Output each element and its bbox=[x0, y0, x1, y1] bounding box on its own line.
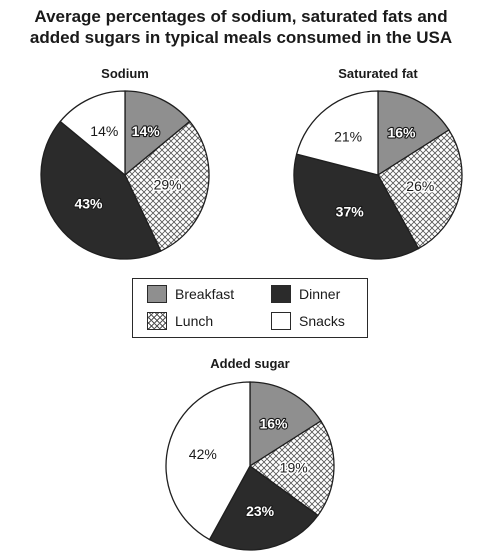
pie-slice-snacks bbox=[165, 381, 251, 541]
slice-label-breakfast: 16% bbox=[259, 415, 288, 431]
pie-slice-dinner bbox=[293, 153, 420, 260]
slice-label-lunch: 26% bbox=[406, 178, 434, 194]
dinner-swatch bbox=[271, 285, 291, 303]
legend-item-dinner: Dinner bbox=[271, 285, 340, 303]
legend: Breakfast Dinner Lunch Snacks bbox=[132, 278, 368, 338]
legend-label: Snacks bbox=[299, 313, 345, 329]
legend-item-snacks: Snacks bbox=[271, 312, 345, 330]
legend-item-lunch: Lunch bbox=[147, 312, 213, 330]
pie-slice-lunch bbox=[377, 129, 463, 250]
slice-label-dinner: 23% bbox=[246, 503, 275, 519]
slice-label-snacks: 14% bbox=[90, 123, 118, 139]
slice-label-snacks: 42% bbox=[189, 446, 217, 462]
slice-label-breakfast: 14% bbox=[132, 123, 161, 139]
slice-label-snacks: 21% bbox=[334, 129, 362, 145]
slice-label-lunch: 19% bbox=[280, 459, 308, 475]
legend-label: Lunch bbox=[175, 313, 214, 329]
pie-slice-dinner bbox=[40, 120, 162, 260]
pie-slice-breakfast bbox=[124, 90, 191, 177]
legend-label: Breakfast bbox=[175, 286, 235, 302]
pie-title-2: Added sugar bbox=[210, 356, 289, 371]
pie-slice-snacks bbox=[59, 90, 126, 177]
snacks-swatch bbox=[271, 312, 291, 330]
legend-label: Dinner bbox=[299, 286, 341, 302]
breakfast-swatch bbox=[147, 285, 167, 303]
pie-slice-dinner bbox=[208, 465, 319, 551]
pie-title-1: Saturated fat bbox=[338, 66, 418, 81]
title-line-1: Average percentages of sodium, saturated… bbox=[34, 7, 448, 26]
slice-label-dinner: 43% bbox=[74, 195, 103, 211]
lunch-swatch bbox=[147, 312, 167, 330]
pie-slice-breakfast bbox=[249, 381, 322, 468]
pie-slice-breakfast bbox=[377, 90, 450, 177]
title-line-2: added sugars in typical meals consumed i… bbox=[29, 28, 453, 47]
pie-slice-snacks bbox=[295, 90, 379, 176]
slice-label-lunch: 29% bbox=[154, 177, 182, 193]
slice-label-breakfast: 16% bbox=[387, 124, 416, 140]
chart-title: Average percentages of sodium, saturated… bbox=[0, 6, 482, 48]
pie-slice-lunch bbox=[248, 420, 335, 517]
legend-item-breakfast: Breakfast bbox=[147, 285, 234, 303]
slice-label-dinner: 37% bbox=[336, 204, 365, 220]
pie-title-0: Sodium bbox=[101, 66, 149, 81]
